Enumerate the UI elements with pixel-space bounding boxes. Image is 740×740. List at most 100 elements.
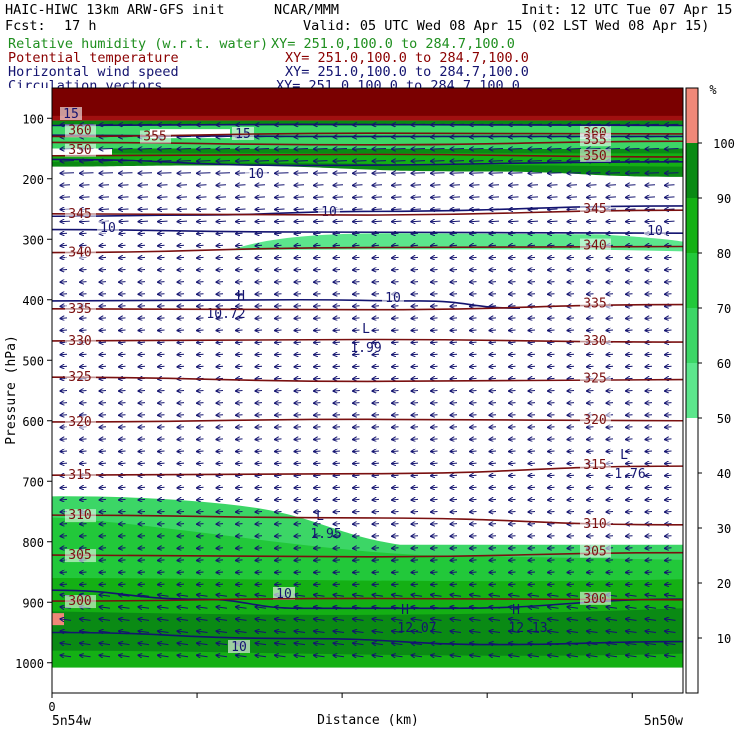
- circulation-vector: [197, 439, 204, 440]
- circulation-vector: [626, 631, 637, 633]
- circulation-vector: [216, 330, 224, 331]
- circulation-vector: [158, 330, 165, 331]
- circulation-vector: [353, 391, 360, 392]
- circulation-vector: [333, 499, 341, 500]
- circulation-vector: [470, 330, 477, 331]
- circulation-vector: [158, 270, 165, 271]
- circulation-vector: [470, 354, 477, 355]
- circulation-vector: [372, 282, 380, 283]
- circulation-vector: [216, 270, 224, 271]
- circulation-vector: [158, 499, 165, 500]
- circulation-vector: [489, 572, 497, 573]
- circulation-vector: [119, 595, 130, 597]
- circulation-vector: [60, 245, 68, 246]
- circulation-vector: [450, 294, 458, 295]
- circulation-vector: [470, 584, 477, 585]
- circulation-vector: [197, 619, 208, 621]
- circulation-vector: [587, 475, 594, 476]
- circulation-vector: [470, 342, 477, 343]
- circulation-vector: [216, 439, 224, 440]
- circulation-vector: [353, 342, 360, 343]
- circulation-vector: [255, 439, 263, 440]
- circulation-vector: [411, 499, 419, 500]
- circulation-vector: [392, 451, 399, 452]
- circulation-vector: [509, 475, 516, 476]
- circulation-vector: [372, 572, 380, 573]
- circulation-vector: [450, 391, 458, 392]
- circulation-vector: [255, 595, 267, 597]
- theta-contour: [52, 465, 683, 476]
- circulation-vector: [314, 233, 321, 234]
- circulation-vector: [119, 342, 126, 343]
- circulation-vector: [216, 161, 231, 162]
- circulation-vector: [665, 306, 672, 307]
- circulation-vector: [665, 463, 672, 464]
- circulation-vector: [587, 366, 594, 367]
- circulation-vector: [294, 270, 302, 271]
- circulation-vector: [587, 572, 594, 573]
- circulation-vector: [177, 149, 192, 150]
- circulation-vector: [60, 282, 68, 283]
- circulation-vector: [626, 257, 633, 258]
- circulation-vector: [626, 173, 640, 174]
- circulation-vector: [392, 354, 399, 355]
- circulation-vector: [275, 185, 285, 186]
- circulation-vector: [548, 257, 555, 258]
- circulation-vector: [236, 149, 250, 150]
- circulation-vector: [645, 221, 656, 222]
- circulation-vector: [567, 451, 575, 452]
- theta-label-bg: [65, 207, 96, 221]
- circulation-vector: [411, 655, 423, 657]
- circulation-vector: [333, 366, 341, 367]
- circulation-vector: [528, 463, 536, 464]
- circulation-vector: [177, 257, 185, 258]
- theta-contours-layer: 3603603553553503503453453403403353353303…: [52, 123, 683, 609]
- circulation-vector: [626, 655, 637, 657]
- circulation-vector: [236, 270, 243, 271]
- circulation-vector: [431, 294, 438, 295]
- theta-contour: [52, 551, 683, 558]
- circulation-vector: [60, 572, 68, 573]
- circulation-vector: [158, 342, 165, 343]
- circulation-vector: [626, 149, 640, 150]
- circulation-vector: [60, 403, 68, 404]
- circulation-vector: [314, 487, 321, 488]
- circulation-vector: [197, 197, 207, 198]
- colorbar-label: 10: [717, 632, 731, 646]
- circulation-vector: [216, 524, 224, 525]
- y-axis-label: Pressure (hPa): [4, 335, 19, 445]
- circulation-vector: [216, 197, 227, 198]
- circulation-vector: [411, 595, 423, 597]
- circulation-vector: [626, 318, 633, 319]
- circulation-vector: [372, 185, 383, 186]
- circulation-vector: [567, 270, 575, 271]
- circulation-vector: [119, 572, 126, 573]
- circulation-vector: [119, 173, 133, 174]
- circulation-vector: [294, 487, 302, 488]
- circulation-vector: [450, 595, 462, 597]
- circulation-vector: [645, 475, 653, 476]
- circulation-vector: [606, 403, 614, 404]
- circulation-vector: [489, 354, 497, 355]
- circulation-vector: [489, 512, 497, 513]
- circulation-vector: [197, 318, 204, 319]
- circulation-vector: [431, 245, 438, 246]
- circulation-vector: [528, 548, 536, 549]
- circulation-vector: [197, 655, 208, 657]
- circulation-vector: [294, 451, 302, 452]
- circulation-vector: [138, 318, 146, 319]
- circulation-vector: [411, 560, 419, 561]
- circulation-vector: [177, 318, 185, 319]
- circulation-vector: [158, 427, 165, 428]
- circulation-vector: [255, 318, 263, 319]
- colorbar-label: 80: [717, 247, 731, 261]
- circulation-vector: [450, 318, 458, 319]
- circulation-vector: [216, 185, 227, 186]
- circulation-vector: [314, 257, 321, 258]
- circulation-vector: [528, 403, 536, 404]
- circulation-vector: [119, 415, 126, 416]
- circulation-vector: [255, 245, 263, 246]
- wind-speed-contour: [52, 589, 683, 610]
- circulation-vector: [236, 378, 243, 379]
- circulation-vector: [548, 512, 555, 513]
